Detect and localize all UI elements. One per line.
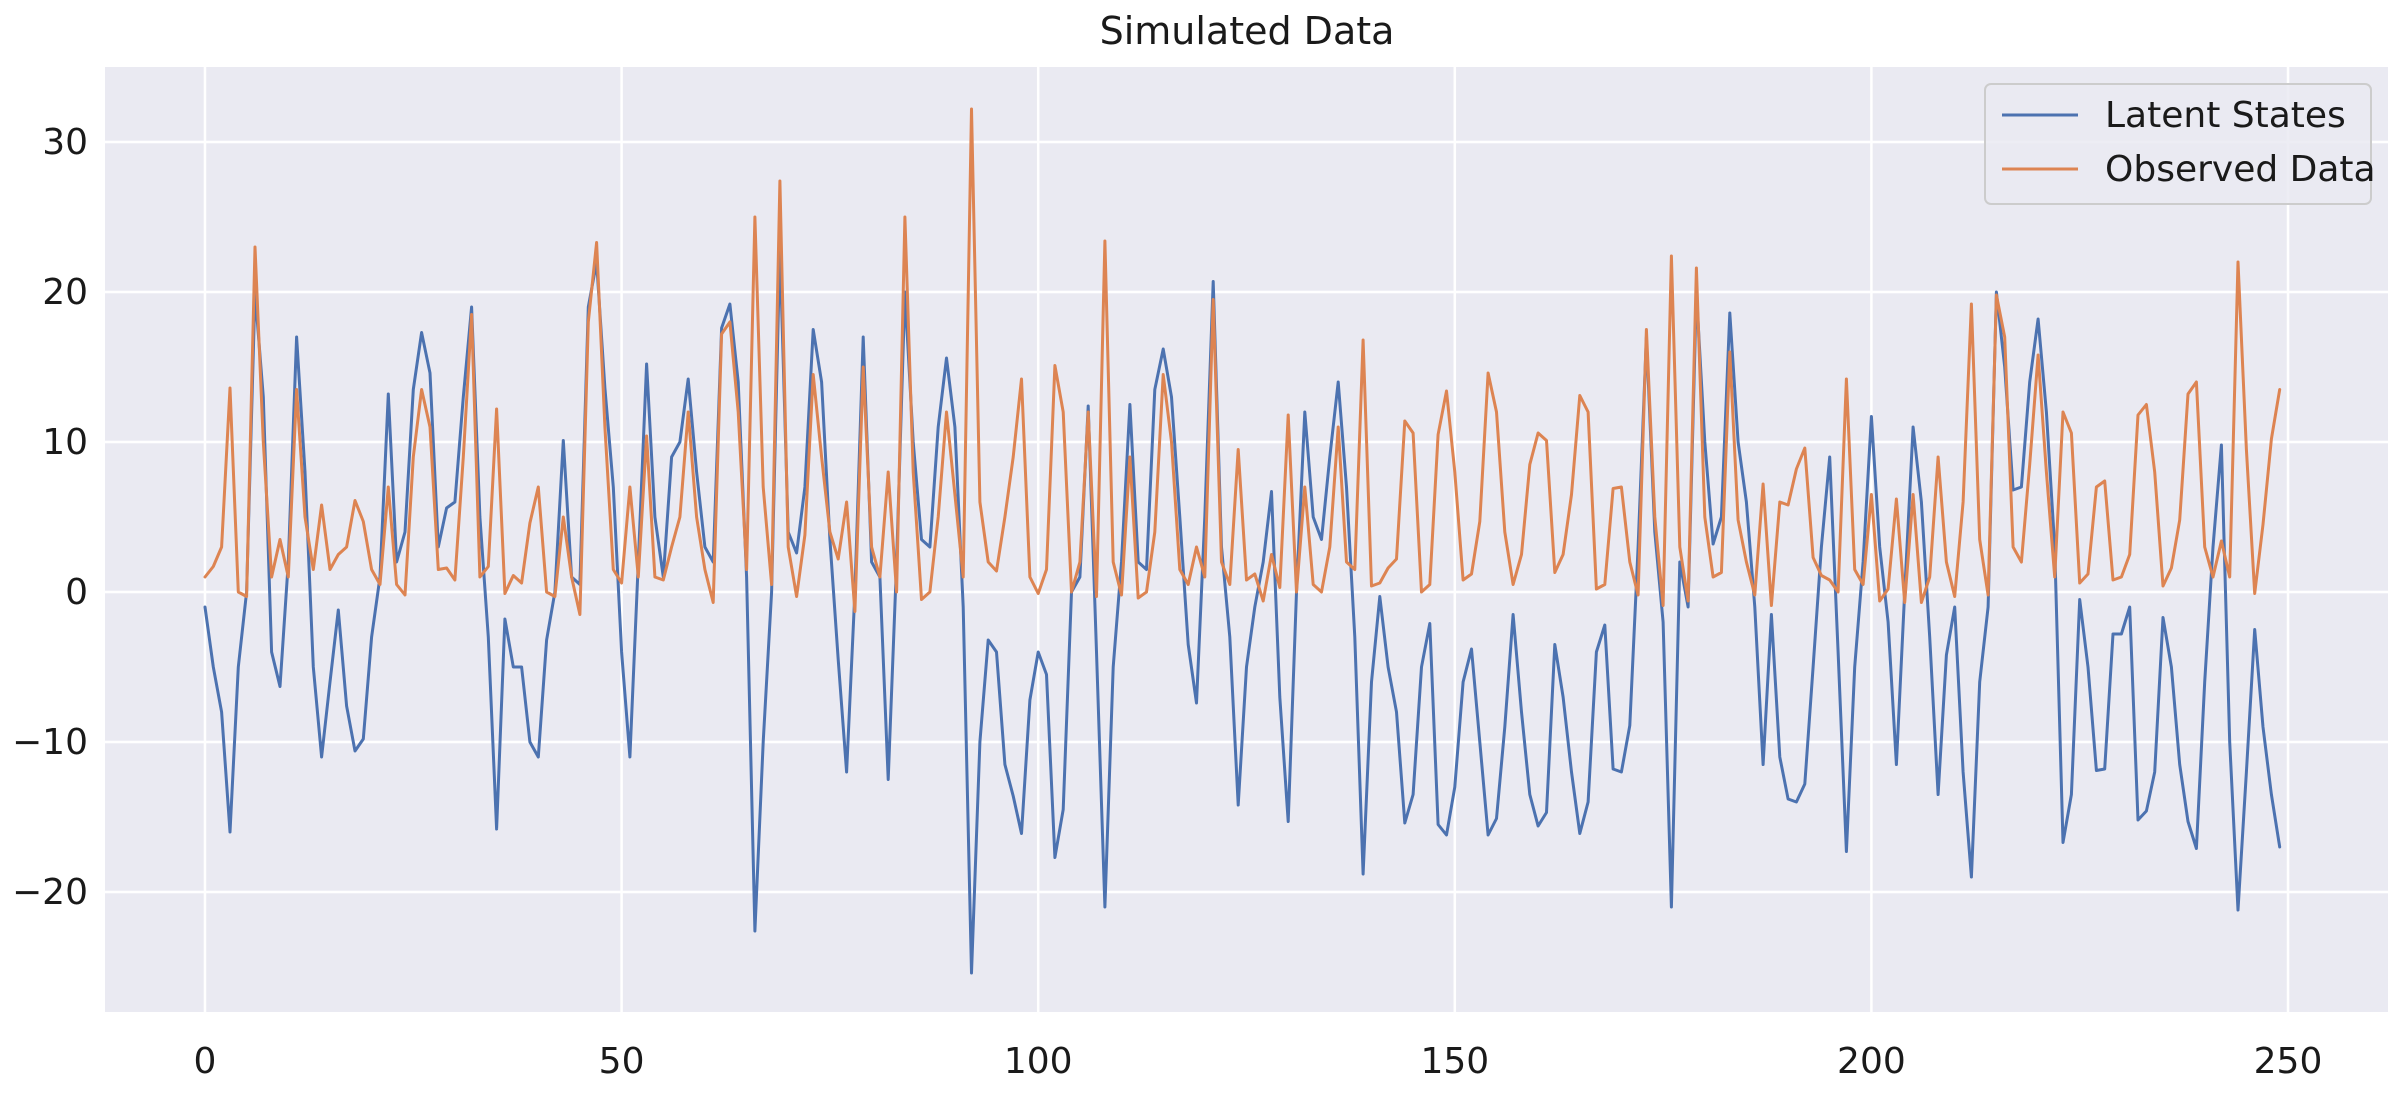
x-tick-label: 0 bbox=[194, 1041, 217, 1082]
legend: Latent States Observed Data bbox=[1984, 83, 2376, 205]
y-tick-label: 10 bbox=[42, 422, 88, 463]
y-tick-label: −20 bbox=[12, 872, 88, 913]
y-axis-tick-labels: −20 −10 0 10 20 30 bbox=[12, 122, 88, 913]
x-axis-tick-labels: 0 50 100 150 200 250 bbox=[194, 1041, 2323, 1082]
y-tick-label: 30 bbox=[42, 122, 88, 163]
x-tick-label: 50 bbox=[599, 1041, 645, 1082]
chart-title: Simulated Data bbox=[1100, 9, 1395, 53]
series-line-latent-states bbox=[203, 245, 2282, 975]
legend-label-observed-data: Observed Data bbox=[2105, 149, 2376, 190]
x-tick-label: 200 bbox=[1837, 1041, 1906, 1082]
legend-label-latent-states: Latent States bbox=[2105, 95, 2346, 136]
x-tick-label: 150 bbox=[1420, 1041, 1489, 1082]
series-line-observed-data bbox=[203, 107, 2282, 616]
series-lines bbox=[203, 107, 2282, 975]
plot-area bbox=[105, 67, 2388, 1012]
x-tick-label: 100 bbox=[1004, 1041, 1073, 1082]
y-tick-label: 20 bbox=[42, 272, 88, 313]
legend-box bbox=[1984, 83, 2372, 205]
x-tick-label: 250 bbox=[2254, 1041, 2323, 1082]
y-tick-label: −10 bbox=[12, 722, 88, 763]
y-tick-label: 0 bbox=[65, 572, 88, 613]
